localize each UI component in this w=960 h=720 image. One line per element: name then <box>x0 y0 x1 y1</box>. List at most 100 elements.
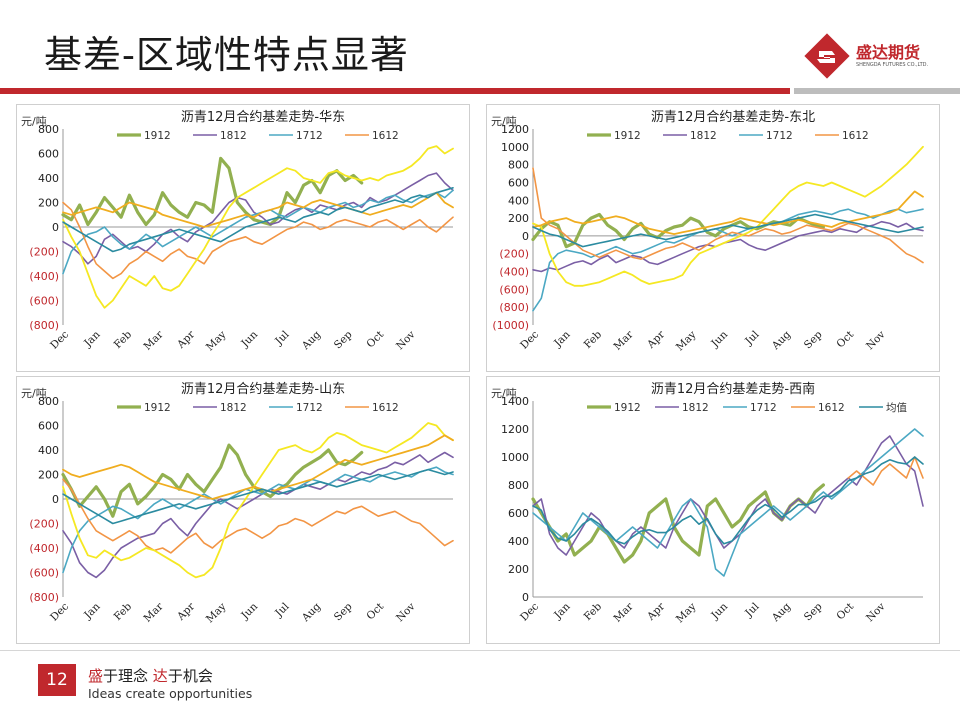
x-tick-label: Jun <box>708 600 730 622</box>
legend-label: 1612 <box>842 130 869 142</box>
legend-label: 1612 <box>372 130 399 142</box>
y-tick-label: (400) <box>29 270 59 283</box>
legend-label: 1812 <box>690 130 717 142</box>
x-tick-label: Aug <box>299 328 323 352</box>
y-tick-label: 800 <box>38 123 59 136</box>
x-tick-label: Sep <box>332 600 355 623</box>
x-tick-label: Nov <box>864 329 888 353</box>
x-tick-label: May <box>674 601 699 626</box>
x-tick-label: Jun <box>708 328 730 350</box>
chart-title: 沥青12月合约基差走势-山东 <box>181 381 345 397</box>
y-tick-label: 0 <box>522 591 529 604</box>
legend-label: 1912 <box>614 130 641 142</box>
x-tick-label: Aug <box>769 600 793 624</box>
x-tick-label: Sep <box>802 600 825 623</box>
x-tick-label: Oct <box>364 600 386 622</box>
chart-panel-xinan: 沥青12月合约基差走势-西南 元/吨 0 200 400 600 800 1000 1200 14… <box>486 376 940 644</box>
y-tick-label: 0 <box>52 493 59 506</box>
y-axis-label: 元/吨 <box>21 115 47 128</box>
logo-subtitle: SHENGDA FUTURES CO.,LTD. <box>856 62 929 68</box>
chart-panel-dongbei: 沥青12月合约基差走势-东北 元/吨 (1000) (800) (600) (400) (2… <box>486 104 940 372</box>
x-tick-label: Jan <box>81 600 103 622</box>
y-tick-label: (800) <box>29 319 59 332</box>
y-tick-label: 0 <box>522 230 529 243</box>
x-tick-label: Nov <box>864 601 888 625</box>
slogan-part-2: 于机会 <box>167 667 213 685</box>
y-tick-label: 200 <box>38 197 59 210</box>
x-tick-label: Jul <box>742 328 762 348</box>
x-tick-label: Sep <box>332 328 355 351</box>
x-tick-label: Jun <box>238 600 260 622</box>
x-tick-label: Nov <box>394 329 418 353</box>
y-tick-label: (800) <box>499 301 529 314</box>
series-line-1912 <box>61 443 364 518</box>
slogan: 盛于理念 达于机会 <box>88 665 213 686</box>
x-tick-label: Dec <box>48 601 71 624</box>
y-tick-label: 1400 <box>501 395 529 408</box>
logo-icon <box>804 33 850 79</box>
chart-xinan: 沥青12月合约基差走势-西南 元/吨 0 200 400 600 800 1000 1200 14… <box>491 381 924 626</box>
chart-title: 沥青12月合约基差走势-华东 <box>181 109 345 125</box>
x-tick-label: Aug <box>299 600 323 624</box>
y-tick-label: 600 <box>38 420 59 433</box>
series-line-extra-6 <box>532 213 924 248</box>
y-tick-label: 600 <box>508 176 529 189</box>
x-tick-label: Mar <box>612 328 637 353</box>
legend-label: 1612 <box>372 402 399 414</box>
chart-panel-shandong: 沥青12月合约基差走势-山东 元/吨 (800) (600) (400) (200) 0 20… <box>16 376 470 644</box>
x-tick-label: May <box>674 329 699 354</box>
x-tick-label: Oct <box>834 328 856 350</box>
series-line-1812 <box>62 451 454 579</box>
series-line-1912 <box>61 156 364 227</box>
slogan-part-1: 于理念 <box>103 667 153 685</box>
page-number: 12 <box>38 664 76 696</box>
y-tick-label: 1000 <box>501 141 529 154</box>
y-tick-label: 200 <box>38 469 59 482</box>
series-line-1712 <box>62 466 454 574</box>
y-axis-label: 元/吨 <box>491 387 517 400</box>
chart-shandong: 沥青12月合约基差走势-山东 元/吨 (800) (600) (400) (200) 0 20… <box>21 381 454 625</box>
legend-label: 1912 <box>614 402 641 414</box>
y-tick-label: (600) <box>499 283 529 296</box>
x-tick-label: Sep <box>802 328 825 351</box>
y-axis-label: 元/吨 <box>21 387 47 400</box>
y-tick-label: 400 <box>508 535 529 548</box>
legend-label: 1612 <box>818 402 845 414</box>
slogan-char-da: 达 <box>152 667 168 685</box>
x-tick-label: Jul <box>272 600 292 620</box>
x-tick-label: Jul <box>742 600 762 620</box>
x-tick-label: Jan <box>551 328 573 350</box>
y-tick-label: (400) <box>499 266 529 279</box>
y-tick-label: (400) <box>29 542 59 555</box>
x-tick-label: Mar <box>142 328 167 353</box>
page-title: 基差-区域性特点显著 <box>44 33 409 77</box>
y-tick-label: (200) <box>29 246 59 259</box>
series-line-extra-5 <box>62 191 454 228</box>
x-tick-label: Apr <box>174 328 198 352</box>
series-line-均值 <box>532 456 924 545</box>
series-line-extra-5 <box>532 190 924 235</box>
x-tick-label: Dec <box>48 329 71 352</box>
legend-label: 1712 <box>296 402 323 414</box>
series-line-1612 <box>62 478 454 554</box>
company-logo: 盛达期货 SHENGDA FUTURES CO.,LTD. <box>804 33 954 83</box>
legend-label: 1712 <box>766 130 793 142</box>
y-tick-label: 400 <box>38 444 59 457</box>
series-line-1612 <box>532 167 924 264</box>
x-tick-label: Feb <box>582 328 605 351</box>
footer-divider <box>0 650 960 651</box>
legend-label: 均值 <box>886 401 907 414</box>
series-line-extra-4 <box>62 422 454 579</box>
x-tick-label: Dec <box>518 601 541 624</box>
x-tick-label: Apr <box>174 600 198 624</box>
y-tick-label: 200 <box>508 563 529 576</box>
x-tick-label: Jan <box>551 600 573 622</box>
x-tick-label: Mar <box>612 600 637 625</box>
x-tick-label: May <box>204 329 229 354</box>
y-tick-label: 1000 <box>501 451 529 464</box>
y-tick-label: (600) <box>29 295 59 308</box>
series-line-extra-6 <box>62 187 454 253</box>
x-tick-label: Feb <box>582 600 605 623</box>
y-tick-label: (600) <box>29 567 59 580</box>
series-line-1712 <box>62 189 454 275</box>
